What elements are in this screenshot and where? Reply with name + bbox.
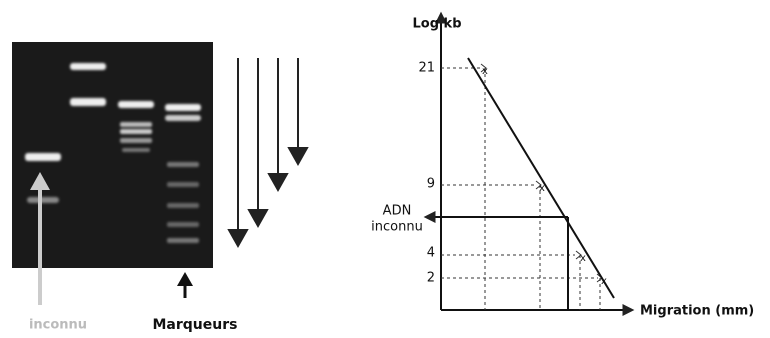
tick-label: 9: [427, 177, 435, 192]
tick-label: 21: [418, 61, 435, 76]
svg-text:x: x: [580, 253, 586, 264]
tick-label: 2: [427, 271, 435, 286]
tick-label: 4: [427, 246, 435, 261]
x-axis-label: Migration (mm): [640, 304, 754, 319]
unknown-label: inconnu: [371, 220, 423, 235]
y-axis-label: Log kb: [413, 17, 462, 32]
label-unknown: inconnu: [29, 318, 87, 333]
calibration-line: [468, 58, 614, 298]
migration-arrows: [229, 58, 307, 246]
figure: inconnu Marqueurs Log kb Migration (mm) …: [0, 0, 770, 338]
unknown-label: ADN: [383, 204, 412, 219]
guides: x x x x: [441, 64, 607, 310]
svg-text:x: x: [482, 66, 488, 77]
gel: [12, 42, 213, 268]
unknown-projection: [426, 217, 568, 310]
label-markers: Marqueurs: [153, 317, 238, 333]
graph-axes: [441, 14, 632, 310]
